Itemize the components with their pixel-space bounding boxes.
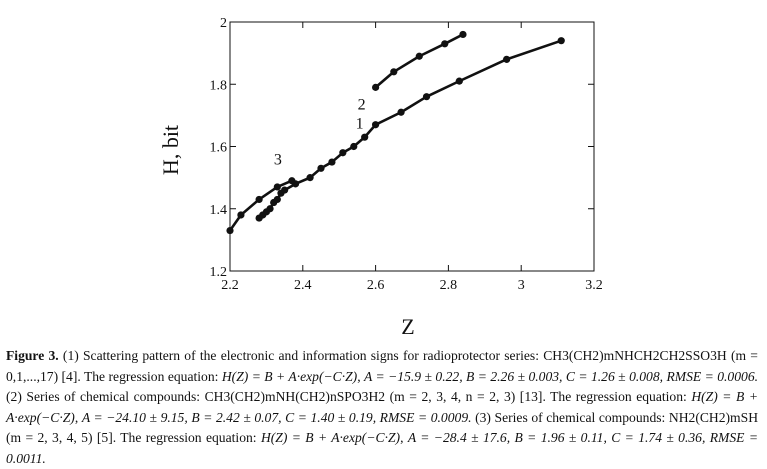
caption-text-6: (m = 2, 3, 4, 5) [5]. The regression equ… [6,430,261,445]
series-1-line [258,39,562,220]
regression-equation-2: H(Z) = B + A·exp(−C·Z) [6,389,759,425]
series-3-point [273,183,281,191]
series-1-point [306,174,314,182]
series-1-point [273,195,281,204]
y-axis-label: H, bit [158,125,183,175]
compound-1: CH3(CH2)mNHCH2CH2SSO3H [543,348,727,363]
y-tick-label: 1.8 [210,78,228,93]
series-1-point [317,164,325,172]
series-1-point [372,121,380,129]
series-1-point [361,133,369,141]
series-1-point [266,205,274,213]
series-1-label: 1 [356,116,364,133]
series-2-line [374,33,464,89]
x-tick-label: 3.2 [585,278,603,293]
series-2-point [415,52,423,60]
series-2-point [372,83,380,91]
series-2: 2 [358,30,467,113]
x-tick-label: 3 [518,278,525,293]
caption-text-3: (2) Series of chemical compounds: [6,389,205,404]
y-tick-label: 1.2 [210,265,228,280]
regression-params-3: A = −28.4 ± 17.6, B = 1.96 ± 0.11, C = 1… [6,430,759,466]
regression-equation-1: H(Z) = B + A·exp(−C·Z) [221,368,358,384]
y-axis-ticks: 1.2 1.4 1.6 1.8 2 [210,16,594,280]
series-1-point [455,77,463,85]
regression-params-2: A = −24.10 ± 9.15, B = 2.42 ± 0.07, C = … [81,409,472,425]
x-tick-label: 2.8 [440,278,458,293]
x-tick-label: 2.6 [367,278,385,293]
caption-text-5: (3) Series of chemical compounds: [475,409,669,425]
series-1-point [397,108,405,116]
caption-text-1: (1) Scattering pattern of the electronic… [62,348,544,363]
x-axis-ticks: 2.2 2.4 2.6 2.8 3 3.2 [221,22,603,293]
series-3-point [226,226,234,235]
series-1-point [503,55,511,63]
series-1-point [350,142,358,151]
series-2-label: 2 [358,96,366,113]
figure-caption: Figure 3. (1) Scattering pattern of the … [6,348,759,466]
series-1-point [339,149,347,157]
series-1-point [328,158,336,166]
series-1-point [422,93,431,101]
series-3-point [255,195,263,204]
y-tick-label: 2 [220,16,227,31]
series-3: 3 [226,152,296,235]
compound-2: CH3(CH2)mNH(CH2)nSPO3H2 [204,389,386,404]
caption-text-2: (m = 0,1,...,17) [4]. The regression equ… [6,348,758,384]
series-1-point [557,37,565,45]
x-tick-label: 2.2 [221,278,239,293]
series-2-point [459,30,467,39]
chart: 2.2 2.4 2.6 2.8 3 3.2 1.2 1.4 1.6 1.8 2 1 2 3 Z H, … [158,16,603,339]
series-3-label: 3 [274,152,282,169]
series-3-point [288,177,296,185]
figure-label: Figure 3. [6,348,59,363]
x-axis-label: Z [401,314,414,339]
series-2-point [441,40,449,48]
series-1: 1 [255,37,565,222]
caption-text-4: (m = 2, 3, 4, n = 2, 3) [13]. The regres… [389,389,692,404]
series-3-point [237,211,245,219]
series-layer: 1 2 3 [226,30,565,235]
regression-equation-3: H(Z) = B + A·exp(−C·Z) [260,430,401,445]
y-tick-label: 1.4 [210,203,228,218]
y-tick-label: 1.6 [210,141,228,156]
compound-3: NH2(CH2)mSH [668,409,759,425]
series-2-point [390,68,398,76]
series-1-point [281,186,289,194]
x-tick-label: 2.4 [294,278,312,293]
regression-params-1: A = −15.9 ± 0.22, B = 2.26 ± 0.003, C = … [364,368,759,384]
